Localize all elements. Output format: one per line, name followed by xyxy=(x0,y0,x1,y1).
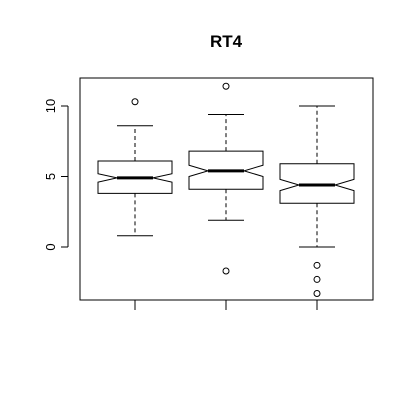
box-group xyxy=(280,106,354,297)
x-axis xyxy=(135,300,317,310)
outlier-point xyxy=(132,99,138,105)
y-tick-label: 10 xyxy=(43,99,58,113)
y-tick-label: 5 xyxy=(43,173,58,180)
y-axis: 0 5 10 xyxy=(43,99,68,251)
outlier-point xyxy=(223,268,229,274)
box-group xyxy=(98,99,172,236)
y-tick-label: 0 xyxy=(43,243,58,250)
chart-title: RT4 xyxy=(210,32,243,51)
outlier-point xyxy=(314,276,320,282)
outlier-point xyxy=(314,291,320,297)
outlier-point xyxy=(223,83,229,89)
box-group xyxy=(189,83,263,274)
boxes xyxy=(98,83,354,296)
outlier-point xyxy=(314,262,320,268)
